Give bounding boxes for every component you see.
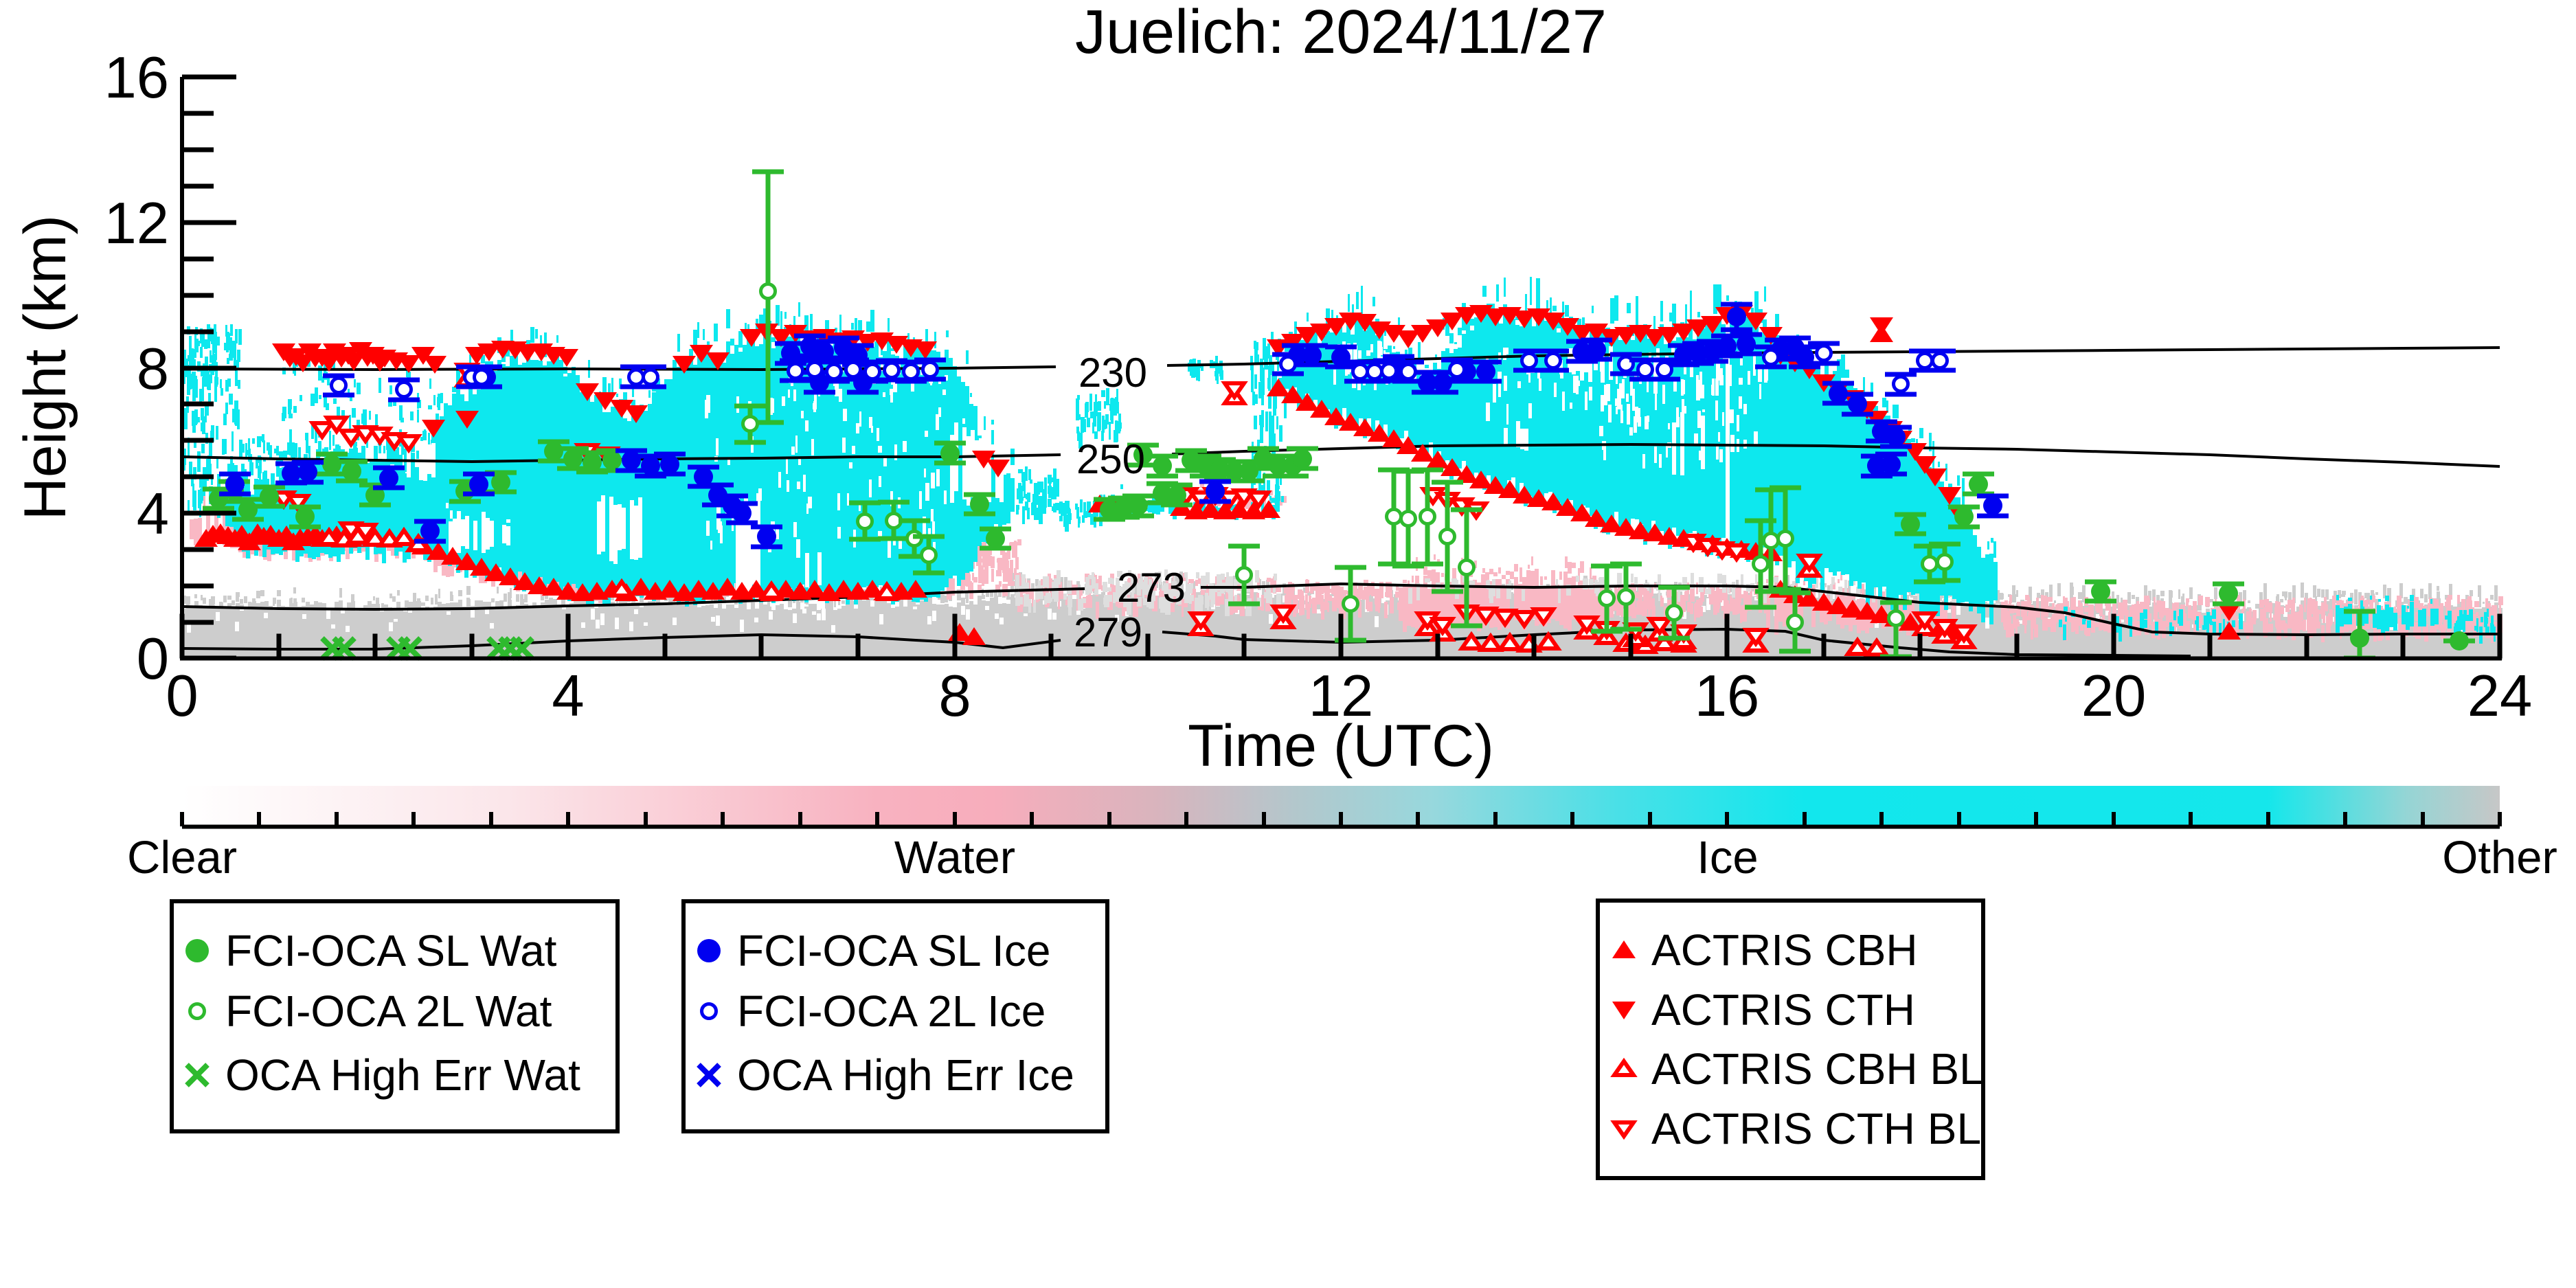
svg-text:Clear: Clear: [127, 832, 237, 883]
svg-text:16: 16: [104, 45, 169, 111]
svg-text:4: 4: [552, 664, 584, 729]
svg-text:Ice: Ice: [1697, 832, 1758, 883]
svg-text:Other: Other: [2442, 832, 2557, 883]
svg-text:273: 273: [1117, 565, 1186, 611]
svg-text:0: 0: [166, 664, 198, 729]
svg-text:Height (km): Height (km): [12, 215, 78, 520]
svg-text:Time (UTC): Time (UTC): [1188, 713, 1494, 779]
svg-text:8: 8: [137, 337, 169, 402]
svg-text:20: 20: [2081, 664, 2147, 729]
svg-text:250: 250: [1076, 436, 1145, 482]
svg-text:FCI-OCA SL Ice: FCI-OCA SL Ice: [737, 926, 1050, 975]
svg-text:Juelich: 2024/11/27: Juelich: 2024/11/27: [1075, 0, 1607, 67]
svg-text:ACTRIS CBH BL: ACTRIS CBH BL: [1651, 1044, 1984, 1094]
svg-text:ACTRIS CBH: ACTRIS CBH: [1651, 925, 1918, 975]
svg-text:8: 8: [938, 664, 971, 729]
svg-text:230: 230: [1078, 350, 1147, 396]
svg-text:FCI-OCA 2L Ice: FCI-OCA 2L Ice: [737, 986, 1046, 1036]
svg-text:12: 12: [104, 191, 169, 256]
svg-text:FCI-OCA 2L Wat: FCI-OCA 2L Wat: [225, 986, 552, 1036]
svg-text:OCA High Err Wat: OCA High Err Wat: [225, 1050, 580, 1100]
svg-text:24: 24: [2467, 664, 2533, 729]
svg-text:4: 4: [137, 482, 169, 547]
svg-text:ACTRIS CTH BL: ACTRIS CTH BL: [1651, 1104, 1981, 1153]
svg-text:ACTRIS CTH: ACTRIS CTH: [1651, 985, 1915, 1035]
svg-text:0: 0: [137, 626, 169, 692]
svg-text:FCI-OCA SL Wat: FCI-OCA SL Wat: [225, 926, 557, 975]
svg-text:12: 12: [1309, 664, 1374, 729]
svg-text:Water: Water: [894, 832, 1015, 883]
svg-text:279: 279: [1074, 609, 1142, 655]
svg-text:16: 16: [1695, 664, 1760, 729]
svg-text:OCA High Err Ice: OCA High Err Ice: [737, 1050, 1074, 1100]
